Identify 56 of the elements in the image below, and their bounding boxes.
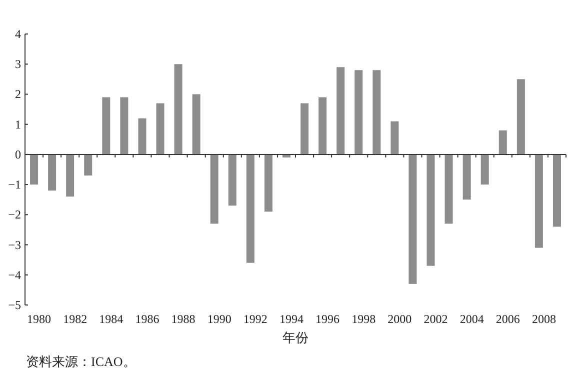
- y-tick-label: 4: [15, 27, 21, 41]
- bar: [192, 94, 200, 154]
- bar: [102, 97, 110, 154]
- bar: [534, 154, 543, 248]
- x-tick-label: 1986: [135, 312, 160, 326]
- bar: [372, 70, 381, 154]
- bar: [498, 130, 507, 154]
- bar: [552, 154, 561, 227]
- x-tick-label: 2006: [496, 312, 520, 326]
- bar: [156, 103, 164, 154]
- bar: [318, 97, 327, 154]
- y-tick-label: −1: [8, 178, 21, 192]
- bar: [30, 154, 38, 185]
- x-tick-label: 1998: [352, 312, 376, 326]
- bar: [426, 154, 435, 266]
- x-tick-label: 1982: [63, 312, 88, 326]
- bar: [264, 154, 272, 212]
- bar: [444, 154, 453, 224]
- bar: [66, 154, 74, 197]
- bar: [84, 154, 92, 176]
- bar: [138, 118, 146, 154]
- bar: [336, 67, 345, 154]
- x-tick-label: 1984: [99, 312, 124, 326]
- x-tick-label: 2000: [388, 312, 412, 326]
- bar: [120, 97, 128, 154]
- x-tick-label: 1988: [171, 312, 196, 326]
- y-tick-label: 0: [15, 147, 21, 162]
- x-tick-label: 1994: [279, 312, 304, 326]
- y-tick-label: 1: [15, 117, 21, 132]
- bar: [300, 103, 309, 154]
- y-tick-label: −2: [8, 208, 21, 222]
- bar: [174, 64, 182, 154]
- text: 资料来源：ICAO。: [26, 354, 136, 369]
- bar: [480, 154, 489, 185]
- bar: [48, 154, 56, 191]
- y-tick-label: 2: [15, 87, 21, 102]
- x-axis-title: 年份: [282, 330, 308, 345]
- x-tick-label: 1980: [27, 312, 52, 326]
- bar: [354, 70, 363, 154]
- bar: [462, 154, 471, 200]
- x-tick-label: 1990: [207, 312, 232, 326]
- y-tick-label: 3: [15, 57, 21, 72]
- bar: [228, 154, 236, 206]
- bar: [246, 154, 254, 263]
- x-tick-label: 2008: [532, 312, 556, 326]
- y-tick-label: −4: [8, 268, 21, 282]
- bar: [210, 154, 218, 224]
- x-tick-label: 1992: [243, 312, 268, 326]
- bar: [516, 79, 525, 154]
- x-tick-label: 2002: [424, 312, 448, 326]
- x-tick-label: 1996: [316, 312, 340, 326]
- y-tick-label: −3: [8, 238, 21, 252]
- bar: [390, 121, 399, 154]
- bar: [408, 154, 417, 284]
- x-tick-label: 2004: [460, 312, 484, 326]
- y-tick-label: −5: [8, 298, 21, 312]
